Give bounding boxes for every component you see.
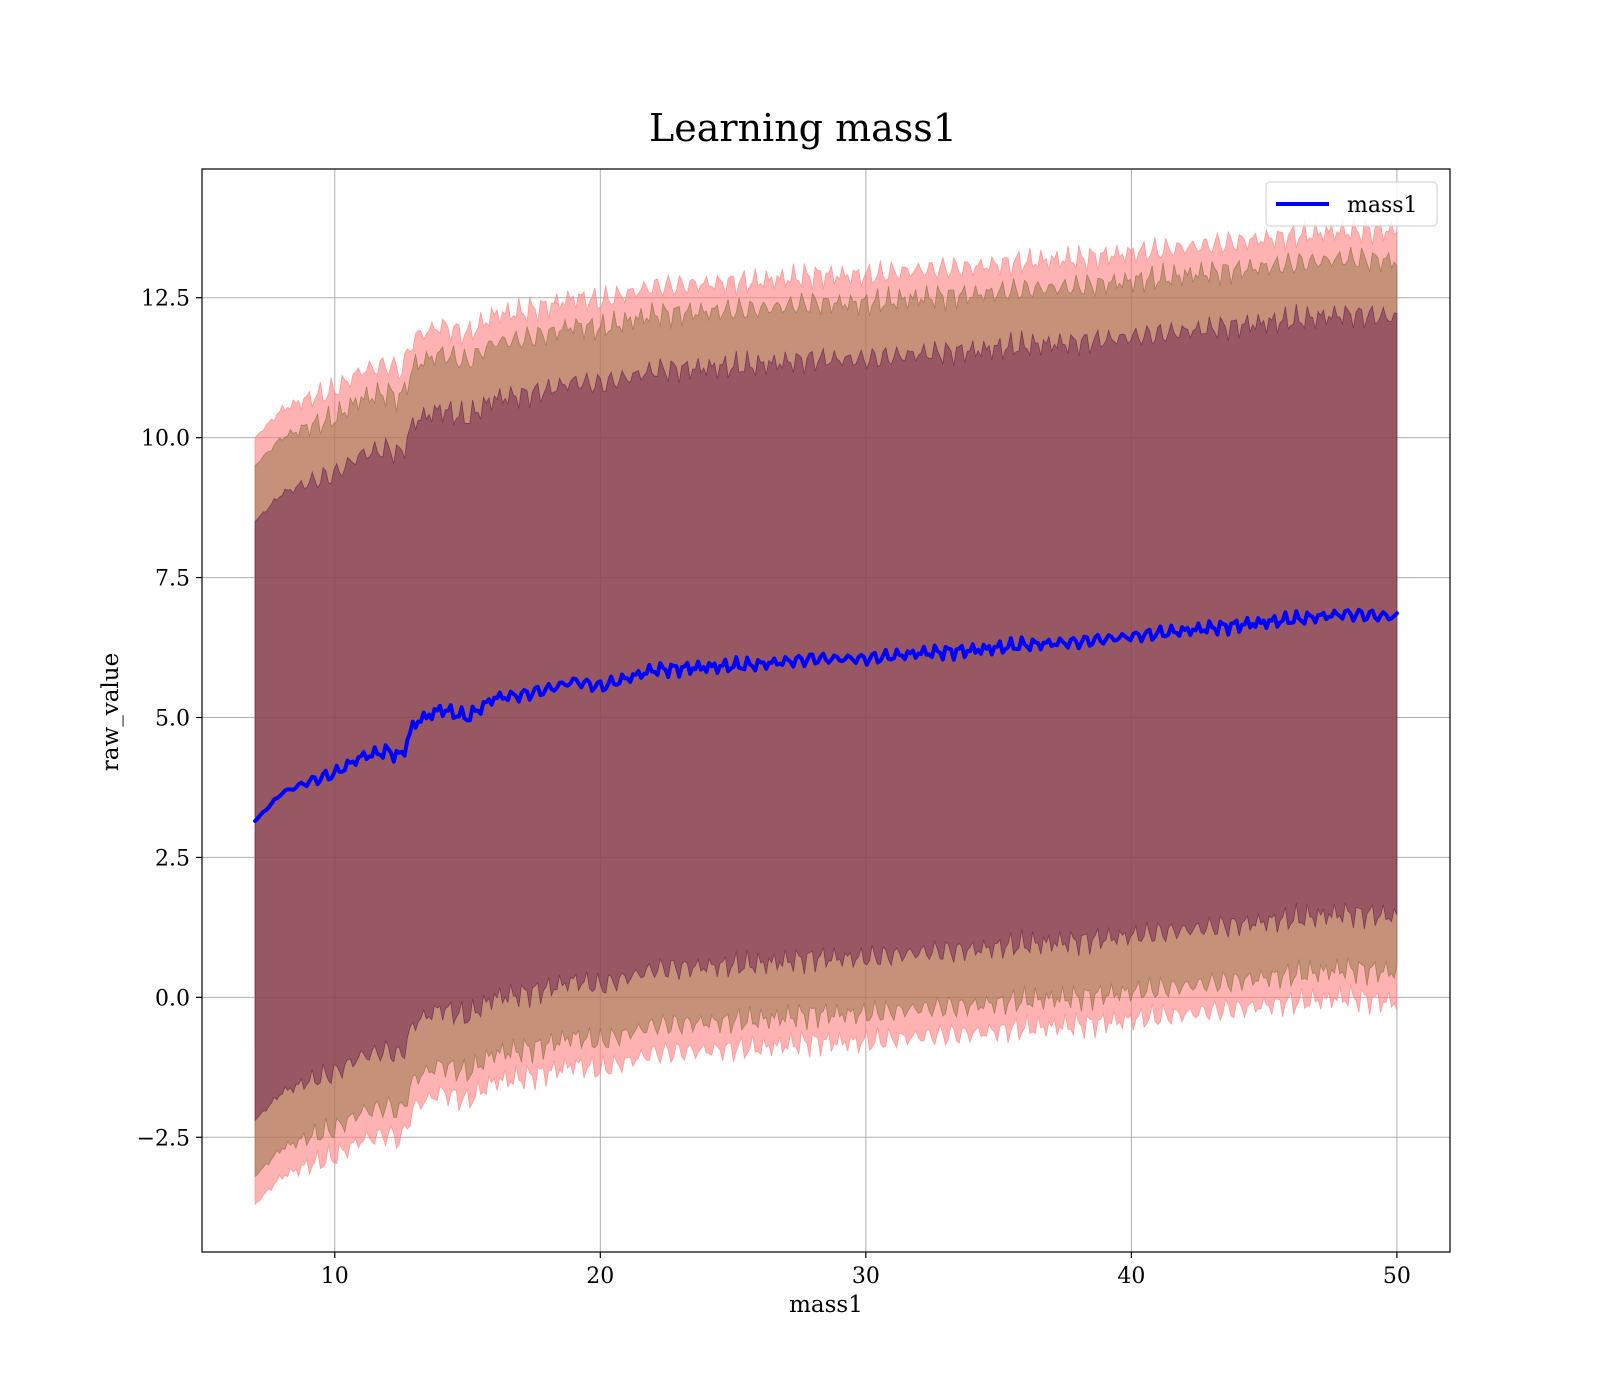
confidence-bands: [254, 216, 1398, 1206]
confidence-band-3: [254, 303, 1398, 1122]
y-tick-label: 12.5: [141, 287, 190, 312]
legend: mass1: [1265, 181, 1438, 227]
y-tick-label: 10.0: [141, 427, 190, 452]
legend-label-mass1: mass1: [1347, 193, 1418, 218]
y-tick-label: 2.5: [155, 846, 190, 871]
x-tick-label: 40: [1117, 1264, 1145, 1289]
y-axis-label: raw_value: [98, 653, 124, 771]
x-tick-label: 30: [852, 1264, 880, 1289]
chart-title: Learning mass1: [649, 106, 957, 150]
y-tick-label: 7.5: [155, 567, 190, 592]
y-tick-label: 5.0: [155, 706, 190, 731]
x-tick-label: 20: [586, 1264, 614, 1289]
x-axis-ticks: 10 20 30 40 50: [321, 1252, 1411, 1289]
series-lines: [253, 607, 1399, 823]
x-tick-label: 10: [321, 1264, 349, 1289]
series-line-mass1: [253, 607, 1399, 823]
legend-box: [1265, 181, 1438, 227]
y-tick-label: −2.5: [137, 1126, 190, 1151]
y-axis-ticks: −2.5 0.0 2.5 5.0 7.5 10.0 12.5: [137, 287, 202, 1151]
x-tick-label: 50: [1383, 1264, 1411, 1289]
x-axis-label: mass1: [789, 1292, 863, 1318]
y-tick-label: 0.0: [155, 986, 190, 1011]
plot-area-frame: [201, 168, 1451, 1253]
